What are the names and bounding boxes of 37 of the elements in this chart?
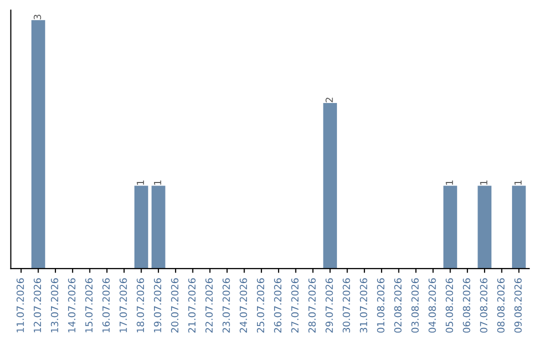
x-tick-label: 12.07.2026 [34, 278, 42, 332]
x-tick-label: 23.07.2026 [222, 278, 230, 333]
data-label: 1 [514, 180, 522, 185]
data-label: 2 [326, 98, 333, 102]
x-tick-label: 04.08.2026 [428, 278, 436, 333]
x-tick-label: 11.07.2026 [16, 278, 24, 332]
data-label: 1 [154, 180, 162, 185]
data-label: 1 [480, 180, 488, 185]
x-tick-label: 15.07.2026 [85, 278, 93, 332]
x-tick-label: 21.07.2026 [188, 278, 196, 333]
x-tick-label: 19.07.2026 [154, 278, 162, 332]
x-tick-label: 31.07.2026 [360, 278, 368, 333]
data-label: 1 [446, 180, 453, 185]
x-tick-label: 17.07.2026 [120, 278, 127, 332]
x-tick-label: 06.08.2026 [462, 278, 470, 333]
x-tick-label: 22.07.2026 [205, 278, 213, 333]
x-tick-label: 14.07.2026 [68, 278, 76, 332]
x-tick-label: 26.07.2026 [274, 278, 282, 333]
x-tick-label: 30.07.2026 [342, 278, 350, 333]
x-tick-label: 07.08.2026 [480, 278, 488, 333]
x-tick-label: 27.07.2026 [291, 278, 299, 333]
x-tick-label: 24.07.2026 [240, 278, 248, 333]
x-tick-label: 18.07.2026 [136, 278, 144, 332]
x-tick-label: 25.07.2026 [256, 278, 264, 333]
x-tick-label: 05.08.2026 [446, 278, 454, 333]
x-tick-label: 03.08.2026 [411, 278, 419, 333]
x-tick-label: 01.08.2026 [377, 278, 384, 333]
x-tick-label: 02.08.2026 [394, 278, 402, 333]
x-tick-label: 29.07.2026 [326, 278, 333, 333]
x-tick-label: 08.08.2026 [497, 278, 505, 333]
data-label: 1 [136, 180, 144, 185]
x-tick-label: 13.07.2026 [50, 278, 58, 332]
data-label: 3 [34, 14, 42, 20]
x-tick-label: 28.07.2026 [308, 278, 316, 333]
x-tick-label: 16.07.2026 [102, 278, 110, 332]
x-tick-label: 20.07.2026 [171, 278, 178, 333]
x-tick-label: 09.08.2026 [514, 278, 522, 333]
